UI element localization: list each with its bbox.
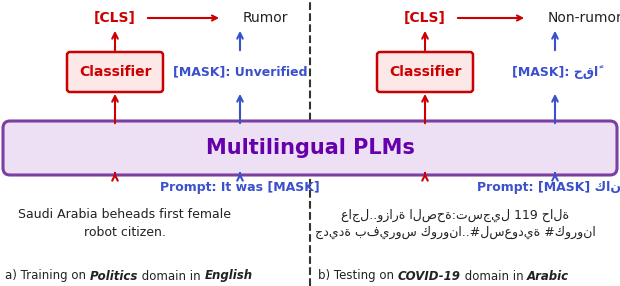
Text: b) Testing on: b) Testing on: [318, 269, 398, 283]
Text: Saudi Arabia beheads first female: Saudi Arabia beheads first female: [19, 208, 231, 221]
Text: Politics: Politics: [90, 269, 138, 283]
Text: Non-rumor: Non-rumor: [547, 11, 620, 25]
Text: COVID-19: COVID-19: [398, 269, 461, 283]
Text: Arabic: Arabic: [527, 269, 569, 283]
FancyBboxPatch shape: [67, 52, 163, 92]
Text: domain in: domain in: [138, 269, 205, 283]
Text: Classifier: Classifier: [389, 65, 461, 79]
Text: Prompt: It was [MASK]: Prompt: It was [MASK]: [160, 182, 320, 194]
Text: جديدة بفيروس كورونا..#لسعودية #كورونا: جديدة بفيروس كورونا..#لسعودية #كورونا: [314, 225, 595, 239]
Text: Multilingual PLMs: Multilingual PLMs: [206, 138, 414, 158]
Text: [MASK]: حقاً: [MASK]: حقاً: [512, 65, 598, 79]
Text: Prompt: [MASK] كانت: Prompt: [MASK] كانت: [477, 182, 620, 194]
FancyBboxPatch shape: [3, 121, 617, 175]
Text: [CLS]: [CLS]: [404, 11, 446, 25]
Text: a) Training on: a) Training on: [5, 269, 90, 283]
Text: robot citizen.: robot citizen.: [84, 225, 166, 239]
Text: [MASK]: Unverified: [MASK]: Unverified: [173, 65, 308, 78]
Text: [CLS]: [CLS]: [94, 11, 136, 25]
Text: Rumor: Rumor: [242, 11, 288, 25]
Text: domain in: domain in: [461, 269, 527, 283]
Text: عاجل..وزارة الصحة:تسجيل 119 حالة: عاجل..وزارة الصحة:تسجيل 119 حالة: [341, 208, 569, 222]
Text: Classifier: Classifier: [79, 65, 151, 79]
Text: English: English: [205, 269, 252, 283]
FancyBboxPatch shape: [377, 52, 473, 92]
